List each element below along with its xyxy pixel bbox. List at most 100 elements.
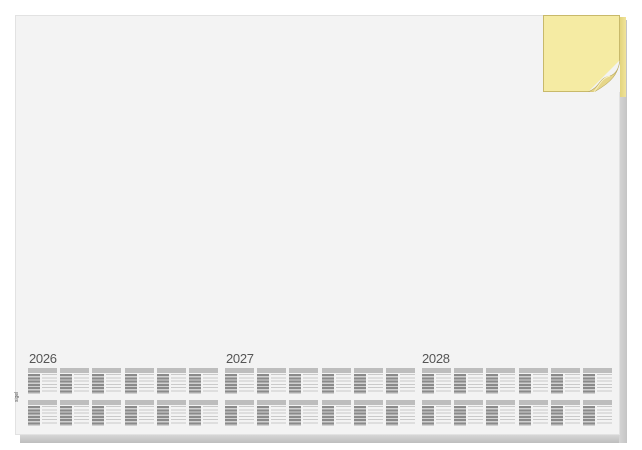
day-grid — [532, 374, 548, 394]
day-grid — [400, 406, 415, 426]
month-calendar-2027-1 — [225, 368, 254, 395]
month-calendar-2028-6 — [583, 368, 612, 395]
day-grid — [367, 374, 383, 394]
week-column — [583, 406, 595, 426]
week-column — [486, 374, 499, 394]
month-header — [189, 368, 218, 373]
day-grid — [564, 374, 580, 394]
month-header — [583, 400, 612, 405]
month-calendar-2027-5 — [353, 368, 383, 395]
month-calendar-2028-3 — [486, 368, 516, 395]
month-header — [518, 400, 548, 405]
week-column — [189, 374, 201, 394]
year-label-2026: 2026 — [29, 351, 57, 366]
week-column — [28, 374, 40, 394]
month-header — [257, 368, 287, 373]
week-column — [225, 406, 237, 426]
month-header — [321, 368, 351, 373]
pad-stack-right-edge — [619, 20, 627, 443]
day-grid — [500, 406, 516, 426]
week-column — [156, 374, 169, 394]
day-grid — [74, 374, 90, 394]
month-header — [225, 400, 254, 405]
month-calendar-2028-12 — [583, 400, 612, 427]
month-calendar-2026-5 — [156, 368, 186, 395]
week-column — [518, 406, 531, 426]
month-header — [28, 400, 57, 405]
week-column — [257, 406, 270, 426]
month-header — [189, 400, 218, 405]
week-column — [321, 374, 334, 394]
month-header — [124, 368, 154, 373]
day-grid — [42, 374, 57, 394]
day-grid — [597, 406, 612, 426]
month-calendar-2027-12 — [386, 400, 415, 427]
month-header — [289, 368, 319, 373]
month-header — [92, 368, 122, 373]
month-calendar-2028-4 — [518, 368, 548, 395]
week-column — [550, 406, 563, 426]
day-grid — [335, 406, 351, 426]
month-header — [550, 368, 580, 373]
week-column — [28, 406, 40, 426]
week-column — [518, 374, 531, 394]
month-calendar-2028-5 — [550, 368, 580, 395]
day-grid — [203, 406, 218, 426]
month-calendar-2027-4 — [321, 368, 351, 395]
day-grid — [271, 374, 287, 394]
week-column — [60, 374, 73, 394]
month-header — [156, 400, 186, 405]
day-grid — [138, 406, 154, 426]
pad-stack-bottom-edge — [20, 434, 627, 443]
month-calendar-2027-7 — [225, 400, 254, 427]
month-calendar-2027-3 — [289, 368, 319, 395]
week-column — [422, 406, 434, 426]
day-grid — [239, 406, 254, 426]
week-column — [60, 406, 73, 426]
day-grid — [500, 374, 516, 394]
month-header — [454, 368, 484, 373]
month-calendar-2028-9 — [486, 400, 516, 427]
week-column — [124, 374, 137, 394]
month-header — [60, 368, 90, 373]
day-grid — [335, 374, 351, 394]
month-header — [353, 368, 383, 373]
year-label-2028: 2028 — [422, 351, 450, 366]
day-grid — [436, 374, 451, 394]
week-column — [257, 374, 270, 394]
day-grid — [468, 374, 484, 394]
month-calendar-2026-9 — [92, 400, 122, 427]
month-header — [257, 400, 287, 405]
month-calendar-2026-4 — [124, 368, 154, 395]
month-calendar-2026-11 — [156, 400, 186, 427]
day-grid — [436, 406, 451, 426]
month-header — [28, 368, 57, 373]
week-column — [156, 406, 169, 426]
month-header — [124, 400, 154, 405]
desk-pad[interactable] — [15, 15, 620, 435]
month-header — [386, 400, 415, 405]
month-calendar-2027-10 — [321, 400, 351, 427]
month-header — [386, 368, 415, 373]
month-calendar-2026-2 — [60, 368, 90, 395]
day-grid — [106, 374, 122, 394]
month-header — [422, 400, 451, 405]
month-header — [156, 368, 186, 373]
month-calendar-2026-1 — [28, 368, 57, 395]
week-column — [454, 374, 467, 394]
week-column — [583, 374, 595, 394]
day-grid — [597, 374, 612, 394]
month-header — [225, 368, 254, 373]
day-grid — [400, 374, 415, 394]
day-grid — [74, 406, 90, 426]
brand-logo: sigel — [14, 391, 20, 402]
month-calendar-2027-11 — [353, 400, 383, 427]
month-calendar-2028-10 — [518, 400, 548, 427]
year-label-2027: 2027 — [226, 351, 254, 366]
month-header — [486, 400, 516, 405]
day-grid — [271, 406, 287, 426]
day-grid — [203, 374, 218, 394]
month-calendar-2028-11 — [550, 400, 580, 427]
month-header — [92, 400, 122, 405]
page-curl-icon — [588, 60, 620, 92]
